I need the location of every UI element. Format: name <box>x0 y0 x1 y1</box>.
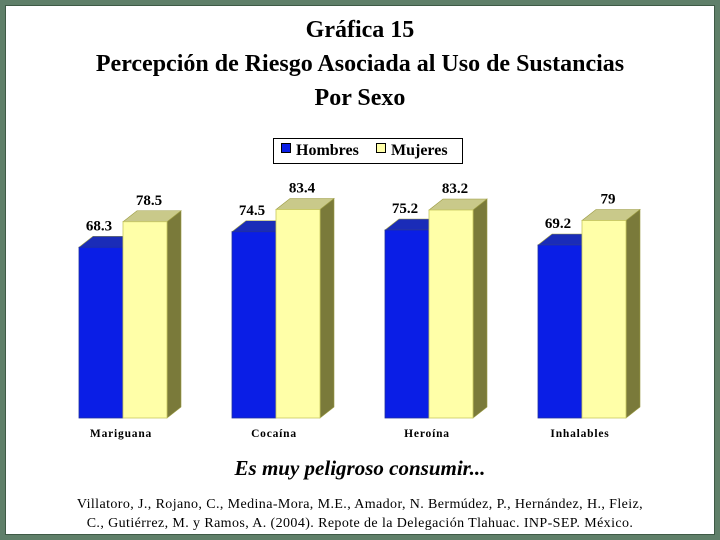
value-label-hombres-4: 69.2 <box>545 216 571 232</box>
value-label-hombres-3: 75.2 <box>392 201 418 217</box>
value-label-mujeres-1: 78.5 <box>136 193 162 209</box>
bar-mujeres-2 <box>275 209 321 419</box>
legend-label-hombres: Hombres <box>296 142 359 159</box>
category-label-4: Inhalables <box>550 428 609 440</box>
bar-side-mujeres-4 <box>625 208 641 419</box>
value-label-mujeres-2: 83.4 <box>289 181 316 197</box>
category-label-3: Heroína <box>404 428 450 440</box>
value-label-hombres-2: 74.5 <box>239 203 265 219</box>
legend-swatch-mujeres <box>376 143 386 153</box>
bar-mujeres-3 <box>428 209 474 419</box>
category-label-1: Mariguana <box>90 428 152 440</box>
chart-title-line-2: Percepción de Riesgo Asociada al Uso de … <box>95 51 625 77</box>
bar-mujeres-1 <box>122 221 168 419</box>
legend: Hombres Mujeres <box>273 138 463 164</box>
bar-hombres-4 <box>537 244 583 419</box>
citation-line-2: C., Gutiérrez, M. y Ramos, A. (2004). Re… <box>86 516 634 531</box>
bar-hombres-3 <box>384 229 430 419</box>
bar-side-mujeres-3 <box>472 198 488 419</box>
category-label-2: Cocaína <box>251 428 297 440</box>
bar-side-mujeres-1 <box>166 210 182 419</box>
legend-label-mujeres: Mujeres <box>391 142 448 159</box>
bar-hombres-1 <box>78 246 124 419</box>
citation-line-1: Villatoro, J., Rojano, C., Medina-Mora, … <box>76 497 644 512</box>
bar-mujeres-4 <box>581 220 627 419</box>
chart-title-line-3: Por Sexo <box>314 85 406 111</box>
value-label-hombres-1: 68.3 <box>86 218 112 234</box>
bar-side-mujeres-2 <box>319 197 335 419</box>
bar-hombres-2 <box>231 231 277 419</box>
value-label-mujeres-4: 79 <box>601 192 616 208</box>
legend-swatch-hombres <box>281 143 291 153</box>
value-label-mujeres-3: 83.2 <box>442 181 468 197</box>
chart-subtitle: Es muy peligroso consumir... <box>234 456 486 480</box>
chart-title-line-1: Gráfica 15 <box>305 17 415 43</box>
